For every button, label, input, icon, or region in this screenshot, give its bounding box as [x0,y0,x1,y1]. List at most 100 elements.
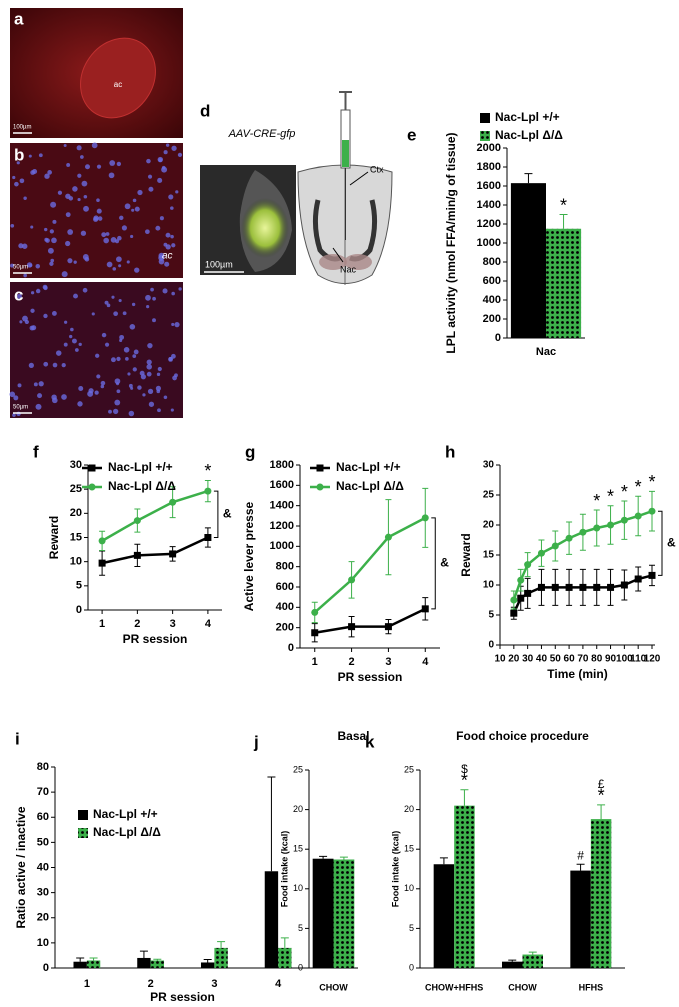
nucleus [10,223,15,228]
legend-swatch [78,810,88,820]
nucleus [171,243,176,248]
y-tick-label: 60 [37,811,49,823]
nucleus [12,175,16,180]
nucleus [114,378,121,385]
nucleus [77,173,82,178]
nucleus [13,395,19,401]
nucleus [161,166,168,173]
nucleus [82,254,89,260]
bar [502,961,523,968]
marker [384,533,392,541]
nucleus [171,322,175,327]
nucleus [116,161,122,167]
nucleus [137,189,143,196]
x-tick-label: 4 [275,978,282,990]
y-tick-label: 0 [409,962,414,972]
nucleus [109,160,116,166]
y-tick-label: 20 [70,507,82,519]
nucleus [163,150,168,155]
x-tick-label: 1 [84,978,90,990]
nucleus [126,260,130,264]
nucleus [61,362,66,368]
nucleus [96,374,101,379]
bracket [658,510,663,576]
line [101,489,209,542]
nucleus [82,287,88,293]
x-tick-label: CHOW+HFHS [425,982,483,992]
legend-label: Nac-Lpl +/+ [108,460,173,474]
nucleus [78,386,84,392]
annotation: £ [598,777,605,791]
y-tick-label: 600 [483,275,501,287]
error-bar [460,789,469,806]
y-axis-label: Active lever presse [242,501,256,611]
y-tick-label: 30 [483,460,495,471]
y-tick-label: 5 [409,923,414,933]
legend-label: Nac-Lpl Δ/Δ [336,479,404,493]
nucleus [131,302,136,307]
bar [137,957,151,968]
panel-label: c [14,285,23,304]
legend-marker [316,464,324,472]
legend-marker [316,483,324,491]
marker [98,537,106,545]
marker [169,498,177,506]
nucleus [9,391,16,398]
nucleus [10,263,14,268]
panel-label: j [253,732,259,751]
nucleus [16,411,21,416]
nucleus [64,320,68,324]
marker [421,514,429,522]
nucleus [157,156,164,163]
x-tick-label: 3 [211,978,217,990]
nucleus [111,295,115,299]
error-bar [319,855,328,859]
y-tick-label: 25 [293,764,303,774]
y-tick-label: 15 [404,844,414,854]
bar [73,961,87,968]
bar [333,859,355,968]
y-tick-label: 40 [37,861,49,873]
nucleus [132,367,137,372]
marker [551,583,559,591]
nucleus [150,287,154,292]
nucleus [170,408,174,412]
y-axis-label: Ratio active / inactive [14,806,28,928]
nucleus [157,177,163,183]
bar [312,858,334,968]
nucleus [121,225,127,231]
nucleus [147,388,154,394]
y-tick-label: 1800 [270,459,294,471]
nucleus [133,349,139,355]
x-axis-label: Time (min) [547,667,607,681]
panel-label: i [15,729,20,748]
marker [620,581,628,589]
y-tick-label: 1400 [477,199,501,211]
nucleus [152,318,156,323]
y-tick-label: 800 [276,561,294,573]
nucleus [171,291,175,296]
y-tick-label: 1600 [270,479,294,491]
image-annotation: ac [114,80,122,89]
x-tick-label: 4 [422,656,429,668]
nucleus [175,190,179,194]
nucleus [118,264,122,268]
nucleus [67,229,74,235]
annotation: # [577,848,584,862]
bracket [213,490,219,538]
nucleus [32,168,38,175]
nucleus [115,256,122,263]
annotation: $ [461,762,468,776]
y-tick-label: 0 [495,332,501,344]
error-bar [339,856,348,860]
nucleus [132,198,137,203]
nucleus [84,164,90,170]
y-tick-label: 0 [488,640,494,651]
image-panel-b: b ac 50µm [10,142,183,278]
marker [634,575,642,583]
y-tick-label: 400 [483,294,501,306]
nucleus [47,247,54,254]
scale-bar-label: 50µm [13,265,28,271]
nucleus [55,350,62,356]
